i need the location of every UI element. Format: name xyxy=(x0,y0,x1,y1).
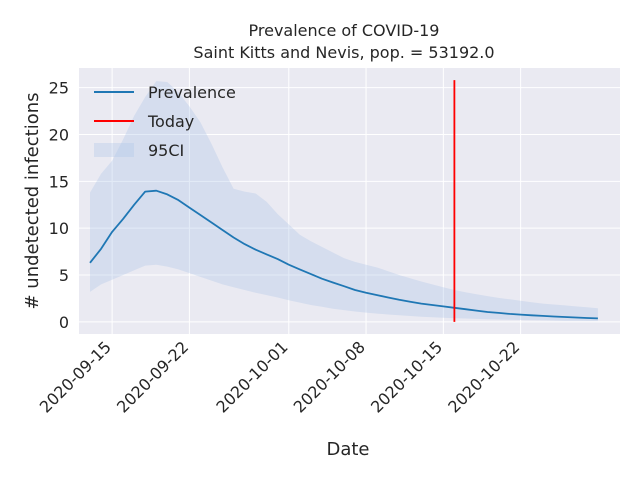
prevalence-line xyxy=(89,189,598,320)
x-tick-label: 2020-09-22 xyxy=(113,337,192,416)
ci-bands xyxy=(90,81,598,321)
x-tick-label: 2020-10-01 xyxy=(212,337,291,416)
y-tick-label: 25 xyxy=(49,79,69,98)
legend-label-95ci: 95CI xyxy=(148,141,184,160)
chart-subtitle: Saint Kitts and Nevis, pop. = 53192.0 xyxy=(193,43,494,62)
y-tick-label: 15 xyxy=(49,172,69,191)
y-tick-label: 20 xyxy=(49,126,69,145)
series-lines xyxy=(89,80,598,322)
x-tick-label: 2020-10-22 xyxy=(444,337,523,416)
y-tick-label: 5 xyxy=(59,266,69,285)
legend-swatch-95ci xyxy=(94,143,134,157)
x-tick-label: 2020-10-08 xyxy=(290,337,369,416)
y-axis-label: # undetected infections xyxy=(22,92,43,309)
y-tick-label: 0 xyxy=(59,313,69,332)
legend-label-prevalence: Prevalence xyxy=(148,83,236,102)
plot-background xyxy=(79,68,620,334)
grid xyxy=(79,68,620,334)
y-tick-labels: 0 5 10 15 20 25 xyxy=(49,79,69,332)
chart-title: Prevalence of COVID-19 xyxy=(249,21,440,40)
ci-band xyxy=(90,81,598,321)
legend-label-today: Today xyxy=(147,112,194,131)
x-tick-label: 2020-09-15 xyxy=(36,337,115,416)
x-tick-label: 2020-10-15 xyxy=(367,337,446,416)
legend: Prevalence Today 95CI xyxy=(94,83,236,160)
y-tick-label: 10 xyxy=(49,219,69,238)
x-axis-label: Date xyxy=(326,439,369,460)
